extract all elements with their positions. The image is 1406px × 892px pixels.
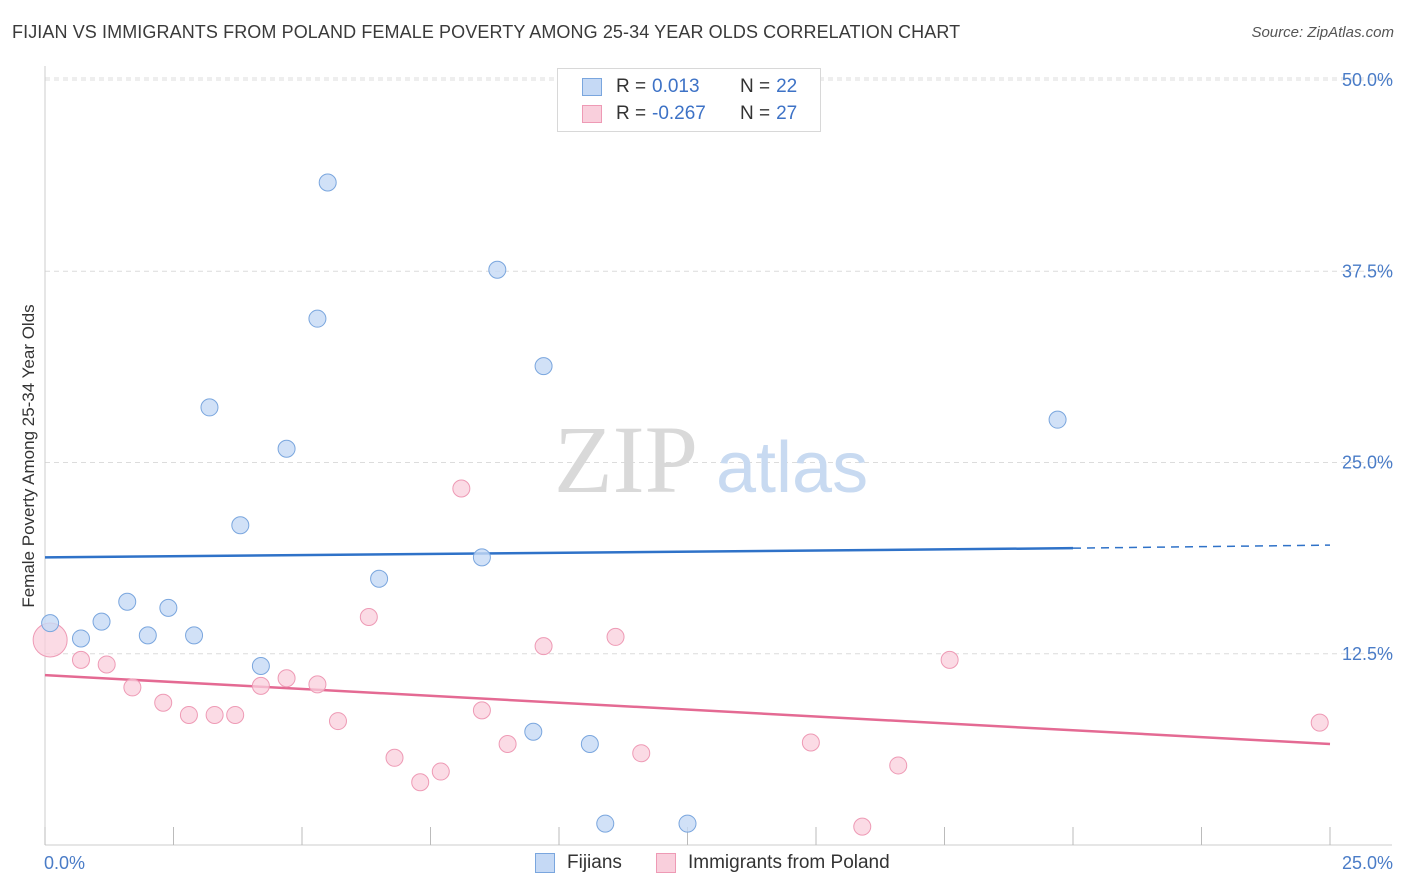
- poland-point: [472, 701, 491, 720]
- legend-row-poland: R = -0.267 N = 27: [582, 102, 797, 126]
- legend-n-label: N =: [740, 76, 771, 97]
- fijians-trend-extension: [1072, 544, 1331, 549]
- fijians-legend-label: Fijians: [567, 852, 622, 873]
- fijians-point: [159, 598, 178, 617]
- fijians-point: [534, 357, 553, 376]
- watermark-zip: ZIP: [554, 406, 698, 513]
- fijians-point: [92, 612, 111, 631]
- legend-r-label: R =: [616, 76, 647, 97]
- legend-row-fijians: R = 0.013 N = 22: [582, 75, 797, 99]
- fijians-legend-swatch: [535, 853, 555, 873]
- fijians-trend-line: [44, 546, 1074, 559]
- poland-point: [123, 678, 142, 697]
- fijians-point: [251, 656, 270, 675]
- poland-point: [411, 773, 430, 792]
- axes: [44, 66, 1392, 846]
- legend-r-value: -0.267: [652, 103, 706, 124]
- x-tick-labels: 0.0% 25.0%: [44, 853, 1393, 873]
- fijians-point: [277, 439, 296, 458]
- poland-point: [205, 705, 224, 724]
- legend-r-value: 0.013: [652, 76, 700, 97]
- fijians-point: [524, 722, 543, 741]
- poland-point: [154, 693, 173, 712]
- legend-item-fijians[interactable]: Fijians: [535, 852, 622, 874]
- poland-point: [71, 650, 90, 669]
- fijians-point: [678, 814, 697, 833]
- chart-title: FIJIAN VS IMMIGRANTS FROM POLAND FEMALE …: [12, 22, 961, 42]
- watermark-atlas: atlas: [716, 428, 868, 508]
- legend-n-label: N =: [740, 103, 771, 124]
- fijians-point: [41, 614, 60, 633]
- poland-point: [889, 756, 908, 775]
- poland-point: [359, 608, 378, 627]
- source-credit: Source: ZipAtlas.com: [1251, 24, 1394, 41]
- fijians-point: [308, 309, 327, 328]
- fijians-point: [71, 629, 90, 648]
- poland-point: [534, 637, 553, 656]
- legend-n-value: 27: [776, 103, 798, 124]
- data-points: [32, 173, 1329, 836]
- fijians-point: [138, 626, 157, 645]
- poland-point: [498, 735, 517, 754]
- poland-point: [179, 705, 198, 724]
- poland-point: [385, 748, 404, 767]
- poland-point: [1310, 713, 1329, 732]
- fijians-point: [318, 173, 337, 192]
- poland-point: [226, 705, 245, 724]
- y-tick-labels: 12.5% 25.0% 37.5% 50.0%: [1342, 70, 1393, 664]
- fijians-point: [580, 735, 599, 754]
- fijians-point: [118, 592, 137, 611]
- poland-point: [328, 712, 347, 731]
- poland-point: [431, 762, 450, 781]
- y-axis-label: Female Poverty Among 25-34 Year Olds: [19, 304, 38, 607]
- poland-point: [97, 655, 116, 674]
- poland-point: [308, 675, 327, 694]
- fijians-point: [472, 548, 491, 567]
- poland-swatch: [582, 105, 602, 123]
- poland-legend-swatch: [656, 853, 676, 873]
- y-tick-label: 37.5%: [1342, 261, 1393, 281]
- y-tick-label: 12.5%: [1342, 644, 1393, 664]
- fijians-point: [596, 814, 615, 833]
- poland-point: [940, 650, 959, 669]
- poland-point: [801, 733, 820, 752]
- legend-item-poland[interactable]: Immigrants from Poland: [656, 852, 890, 874]
- x-tick-label: 25.0%: [1342, 853, 1393, 873]
- poland-point: [452, 479, 471, 498]
- legend-r-label: R =: [616, 103, 647, 124]
- poland-point: [251, 676, 270, 695]
- fijians-point: [185, 626, 204, 645]
- poland-point: [632, 744, 651, 763]
- grid-lines: [45, 77, 1392, 655]
- poland-point: [606, 627, 625, 646]
- fijians-point: [488, 260, 507, 279]
- fijians-point: [200, 398, 219, 417]
- series-legend: Fijians Immigrants from Poland: [0, 852, 1406, 878]
- poland-legend-label: Immigrants from Poland: [688, 852, 890, 873]
- fijians-point: [231, 516, 250, 535]
- stats-legend: R = 0.013 N = 22 R = -0.267 N = 27: [557, 68, 821, 132]
- poland-point: [277, 669, 296, 688]
- y-tick-label: 25.0%: [1342, 453, 1393, 473]
- y-tick-label: 50.0%: [1342, 70, 1393, 90]
- fijians-point: [1048, 410, 1067, 429]
- fijians-point: [370, 569, 389, 588]
- poland-point: [853, 817, 872, 836]
- fijians-swatch: [582, 78, 602, 96]
- x-tick-label: 0.0%: [44, 853, 85, 873]
- legend-n-value: 22: [776, 76, 798, 97]
